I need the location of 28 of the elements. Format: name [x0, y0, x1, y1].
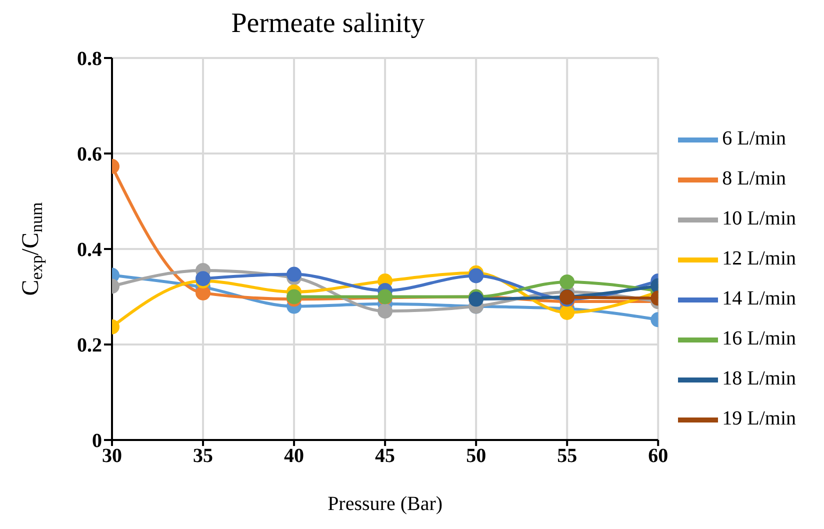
x-tick-label: 35: [193, 445, 214, 468]
legend-label: 8 L/min: [722, 168, 786, 190]
legend-label: 16 L/min: [722, 328, 796, 350]
x-tick-label: 30: [102, 445, 122, 468]
point: [560, 274, 575, 290]
x-tick-label: 50: [466, 445, 486, 468]
y-tick-label: 0.6: [77, 144, 102, 166]
x-tick-label: 40: [284, 445, 304, 468]
x-axis-title: Pressure (Bar): [328, 493, 443, 515]
y-tick-label: 0.2: [77, 334, 102, 357]
point: [286, 266, 302, 282]
point: [560, 305, 575, 320]
y-tick-label: 0.4: [77, 239, 102, 262]
legend-label: 12 L/min: [722, 248, 796, 270]
point: [196, 285, 211, 300]
legend-label: 19 L/min: [722, 408, 796, 430]
legend-label: 6 L/min: [722, 128, 786, 150]
legend-label: 10 L/min: [722, 208, 796, 230]
chart-title: Permeate salinity: [230, 8, 426, 40]
legend-label: 18 L/min: [722, 368, 796, 390]
x-tick-label: 60: [648, 445, 668, 468]
point: [378, 304, 393, 319]
x-tick-label: 45: [375, 445, 396, 468]
y-tick-label: 0: [92, 430, 102, 452]
x-tick-label: 55: [557, 445, 578, 468]
y-tick-label: 0.8: [77, 48, 102, 70]
point: [468, 268, 484, 284]
legend-label: 14 L/min: [722, 288, 796, 310]
